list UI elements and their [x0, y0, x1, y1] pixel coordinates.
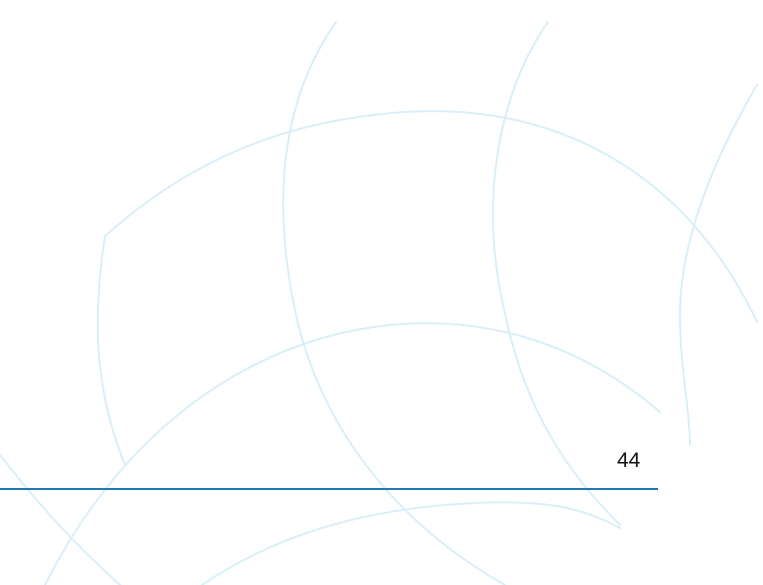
decorative-arc-6	[44, 322, 661, 585]
page-number: 44	[617, 449, 641, 472]
decorative-arc-1	[104, 110, 758, 323]
footer-rule	[0, 488, 658, 490]
decorative-arc-8	[0, 454, 121, 585]
decorative-arc-5	[96, 235, 126, 466]
decorative-arc-3	[492, 21, 621, 526]
decorative-arc-2	[282, 21, 506, 585]
decorative-arc-7	[201, 501, 621, 585]
decorative-arc-4	[678, 84, 758, 446]
